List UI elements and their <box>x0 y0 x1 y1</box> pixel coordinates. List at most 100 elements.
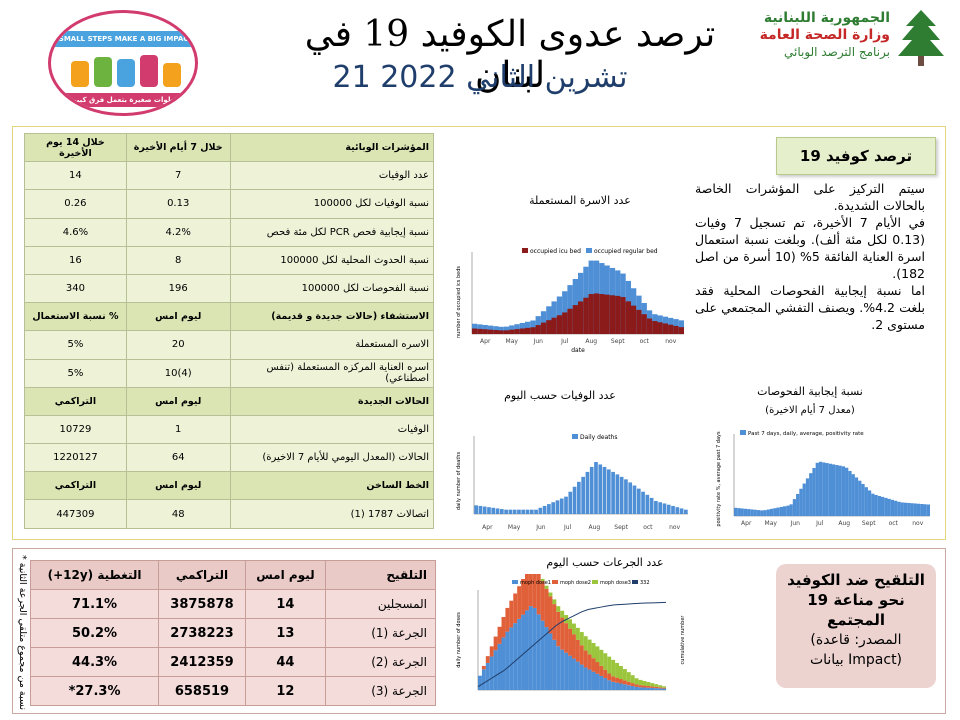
table-cell: 20 <box>125 330 231 360</box>
doses-y-axis-title: daily number of doses <box>456 612 462 668</box>
doses-bar <box>599 665 604 676</box>
doses-bar <box>525 574 529 611</box>
deaths-bar <box>606 469 611 514</box>
beds-tick-label: Apr <box>480 338 491 345</box>
table-row: نسبة الحدوث المحلية لكل 100000 8 16 <box>24 245 435 275</box>
positivity-bar <box>796 493 800 516</box>
table-cell: الجرعة (2) <box>325 647 436 677</box>
doses-bar <box>591 671 596 690</box>
deaths-bar <box>534 509 538 514</box>
table-cell: 50.2% <box>29 618 160 648</box>
deaths-bar <box>564 496 568 514</box>
deaths-bar <box>495 508 500 514</box>
positivity-bar <box>809 473 813 516</box>
doses-cumulative-line <box>477 601 667 688</box>
table-cell: 4.6% <box>24 217 127 247</box>
positivity-bar <box>773 508 777 516</box>
positivity-bar <box>884 497 888 516</box>
table-cell: 16 <box>24 245 127 275</box>
table-cell: نسبة الفحوصات لكل 100000 <box>229 273 435 304</box>
doses-bar <box>650 687 655 690</box>
deaths-bar <box>654 501 658 514</box>
deaths-bar <box>679 508 684 514</box>
beds-icu-bar <box>609 295 616 334</box>
doses-bar <box>595 673 600 690</box>
beds-icu-bar <box>641 314 647 334</box>
doses-bar <box>568 655 572 690</box>
header-cell: خلال 7 أيام الأخيرة <box>125 132 231 163</box>
beds-icu-bar <box>498 330 504 334</box>
positivity-bar <box>867 490 872 516</box>
doses-bar <box>509 600 514 628</box>
beds-regular-bar <box>546 306 552 334</box>
table-row: الوفيات 1 10729 <box>24 414 435 445</box>
table-cell: 44.3% <box>29 647 160 677</box>
beds-icu-bar <box>514 329 520 334</box>
header-cell: الخط الساخن <box>229 471 435 501</box>
beds-icu-bar <box>668 324 674 334</box>
doses-legend-label: moph dose1 <box>520 580 551 586</box>
deaths-legend-label: Daily deaths <box>580 434 618 441</box>
beds-icu-bar <box>593 293 600 334</box>
doses-bar <box>646 686 651 688</box>
doses-bar <box>540 581 545 621</box>
table-cell: 14 <box>24 161 127 191</box>
doses-bar <box>493 636 498 651</box>
doses-bar <box>552 599 557 605</box>
doses-bar <box>568 628 572 656</box>
deaths-bar <box>555 500 560 514</box>
positivity-bar <box>789 504 793 516</box>
positivity-bar <box>779 506 783 516</box>
doses-bar <box>536 574 541 615</box>
summary-text: سيتم التركيز على المؤشرات الخاصة بالحالا… <box>695 180 925 333</box>
positivity-bar <box>864 487 868 516</box>
doses-bar <box>485 662 490 690</box>
deaths-tick-label: Apr <box>482 524 493 531</box>
table-cell: 0.13 <box>125 189 231 219</box>
doses-bar <box>540 620 545 690</box>
deaths-bar <box>538 507 543 514</box>
doses-bar <box>575 627 580 640</box>
summary-paragraph: سيتم التركيز على المؤشرات الخاصة بالحالا… <box>695 181 925 213</box>
deaths-bar <box>572 486 577 514</box>
beds-icu-bar <box>519 328 525 334</box>
doses-bar <box>603 653 608 670</box>
positivity-tick-label: Aug <box>838 520 850 527</box>
table-cell: 48 <box>125 499 231 529</box>
table-cell: 44 <box>244 647 327 677</box>
table-header-row: التلقيح ليوم امس التراكمي التغطية (12y+) <box>29 560 436 590</box>
doses-bar <box>607 673 612 681</box>
deaths-bar <box>649 497 654 514</box>
doses-bar <box>662 688 666 690</box>
beds-icu-bar <box>588 294 594 334</box>
beds-icu-bar <box>583 297 589 334</box>
vax-box-line: المجتمع <box>826 611 886 629</box>
deaths-bar <box>487 507 491 514</box>
table-cell: نسبة الوفيات لكل 100000 <box>229 189 435 219</box>
doses-bar <box>509 627 514 690</box>
deaths-tick-label: May <box>508 524 521 531</box>
ministry-name: الجمهورية اللبنانية وزارة الصحة العامة ب… <box>720 10 890 61</box>
doses-bar <box>501 637 506 690</box>
beds-tick-label: Jul <box>560 338 569 345</box>
table-row: اتصالات 1787 (1) 48 447309 <box>24 499 435 529</box>
beds-regular-bar <box>509 325 515 334</box>
doses-bar <box>658 688 663 690</box>
vaccination-panel <box>12 548 946 714</box>
ministry-line1: الجمهورية اللبنانية <box>763 10 890 26</box>
positivity-bar <box>900 502 904 516</box>
table-cell: 0.26 <box>24 189 127 219</box>
doses-bar <box>572 634 576 659</box>
logo-figures <box>71 53 181 87</box>
beds-chart-title: عدد الاسرة المستعملة <box>529 194 631 207</box>
deaths-bar <box>589 466 594 514</box>
table-row: عدد الوفيات 7 14 <box>24 161 435 191</box>
doses-bar <box>564 652 569 690</box>
deaths-bar <box>547 504 551 514</box>
doses-bar <box>603 678 608 690</box>
beds-icu-bar <box>620 297 626 334</box>
positivity-bar <box>805 478 810 516</box>
doses-bar <box>481 669 486 690</box>
positivity-bar <box>897 501 901 516</box>
doses-bar <box>630 686 635 690</box>
